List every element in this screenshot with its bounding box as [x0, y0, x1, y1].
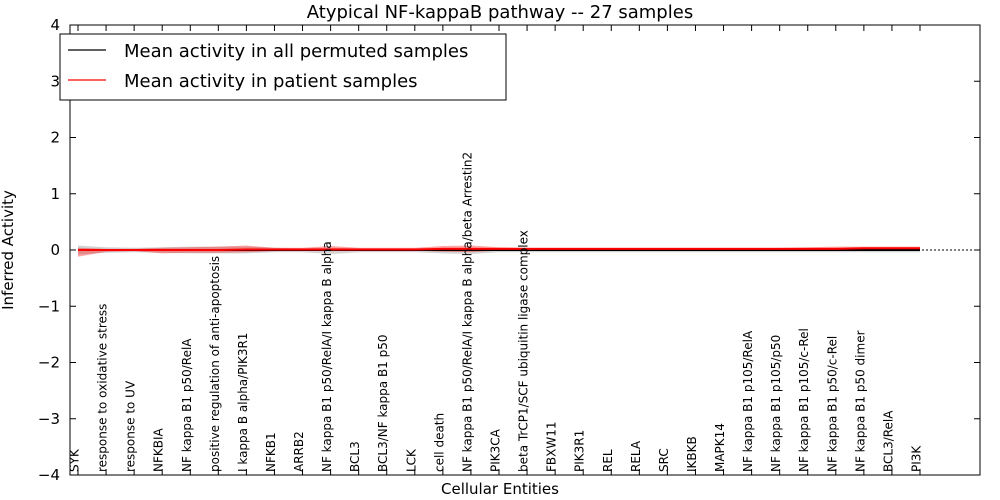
- x-tick-label: BCL3/NF kappa B1 p50: [376, 334, 390, 472]
- legend-label-permuted: Mean activity in all permuted samples: [124, 41, 468, 62]
- x-tick-label: PIK3CA: [489, 428, 503, 472]
- x-tick-label: IKBKB: [685, 436, 699, 472]
- y-tick-label: 3: [50, 72, 60, 90]
- x-tick-label: PIK3R1: [573, 430, 587, 472]
- legend-label-patient: Mean activity in patient samples: [124, 71, 418, 92]
- series-line-1: [78, 247, 920, 251]
- x-tick-label: NF kappa B1 p105/c-Rel: [797, 328, 811, 472]
- x-tick-label: NF kappa B1 p105/p50: [769, 335, 783, 472]
- x-tick-label: NF kappa B1 p50/RelA/I kappa B alpha/bet…: [460, 152, 474, 472]
- x-tick-label: response to UV: [124, 380, 138, 472]
- x-tick-label: NF kappa B1 p105/RelA: [741, 330, 755, 472]
- x-tick-label: ARRB2: [292, 431, 306, 472]
- chart-title: Atypical NF-kappaB pathway -- 27 samples: [307, 2, 693, 23]
- x-tick-labels: SYK response to oxidative stress response …: [68, 25, 924, 475]
- y-tick-label: 0: [50, 241, 60, 259]
- x-tick-label: BCL3: [348, 441, 362, 472]
- legend: Mean activity in all permuted samples Me…: [59, 33, 507, 101]
- x-tick-label: MAPK14: [713, 423, 727, 472]
- x-tick-label: NFKBIA: [152, 427, 166, 472]
- y-tick-label: 1: [50, 185, 60, 203]
- x-tick-label: RELA: [629, 440, 643, 472]
- y-tick-label: 4: [50, 16, 60, 34]
- x-tick-label: LCK: [404, 448, 418, 472]
- y-axis-label: Inferred Activity: [0, 190, 17, 310]
- x-tick-label: NF kappa B1 p50/RelA/I kappa B alpha: [320, 241, 334, 472]
- x-tick-label: SYK: [68, 448, 82, 472]
- y-tick-label: −3: [38, 410, 60, 428]
- x-tick-label: SRC: [657, 448, 671, 472]
- x-tick-label: FBXW11: [545, 422, 559, 473]
- x-tick-label: cell death: [432, 413, 446, 472]
- x-tick-label: NF kappa B1 p50 dimer: [853, 330, 867, 472]
- y-tick-label: −2: [38, 354, 60, 372]
- x-tick-label: BCL3/RelA: [881, 410, 895, 472]
- x-tick-label: REL: [601, 449, 615, 472]
- x-tick-label: I kappa B alpha/PIK3R1: [236, 333, 250, 472]
- plot-frame: [69, 24, 981, 476]
- y-tick-label: −4: [38, 466, 60, 484]
- y-tick-label: 2: [50, 129, 60, 147]
- x-tick-label: positive regulation of anti-apoptosis: [208, 256, 222, 472]
- y-tick-label: −1: [38, 297, 60, 315]
- x-tick-label: beta TrCP1/SCF ubiquitin ligase complex: [517, 230, 531, 472]
- x-tick-label: NF kappa B1 p50/c-Rel: [825, 336, 839, 472]
- x-tick-label: NFKB1: [264, 432, 278, 472]
- y-tick-labels: −4 −3 −2 −1 0 1 2 3 4: [38, 16, 980, 484]
- series-lines: [78, 247, 920, 251]
- x-tick-label: PI3K: [910, 445, 924, 472]
- x-axis-label: Cellular Entities: [441, 480, 559, 498]
- legend-box: [59, 33, 507, 101]
- x-tick-label: NF kappa B1 p50/RelA: [180, 338, 194, 472]
- x-tick-label: response to oxidative stress: [96, 304, 110, 472]
